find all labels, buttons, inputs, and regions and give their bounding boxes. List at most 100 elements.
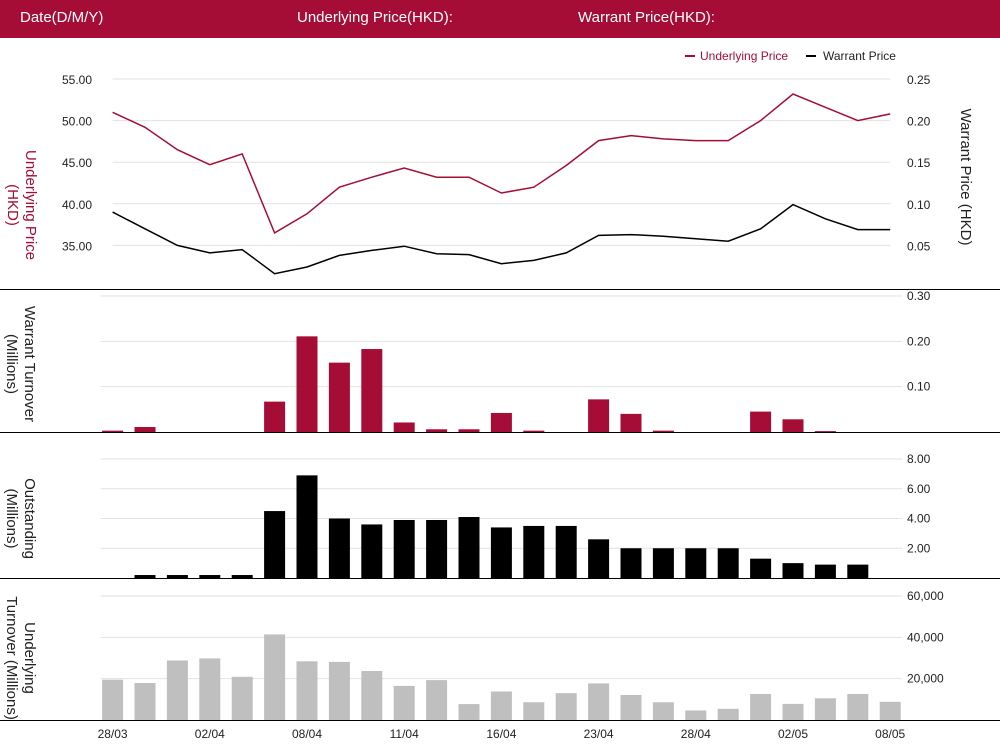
underlying-turnover-bar xyxy=(620,694,642,720)
legend-warrant-label: Warrant Price xyxy=(823,49,896,63)
warrant-turnover-bar xyxy=(458,429,480,432)
outstanding-bar xyxy=(328,518,350,578)
underlying-price-axis-title: Underlying Price(HKD) xyxy=(4,150,39,260)
underlying-turnover-bar xyxy=(814,698,836,720)
warrant-turnover-bar xyxy=(328,362,350,432)
warrant-price-label: Warrant Price(HKD): xyxy=(578,9,715,26)
y-left-tick-label: 55.00 xyxy=(62,73,92,87)
warrant-turnover-axis-title: Warrant Turnover(Millions) xyxy=(3,306,38,422)
x-tick-label: 28/04 xyxy=(681,727,711,741)
outstanding-bar xyxy=(490,527,512,578)
underlying-turnover-bar xyxy=(296,661,318,720)
x-tick-label: 02/05 xyxy=(778,727,808,741)
underlying-turnover-bar xyxy=(426,680,448,720)
outstanding-bar xyxy=(166,575,188,578)
outstanding-bar xyxy=(814,564,836,578)
warrant-turnover-bar xyxy=(102,430,124,432)
outstanding-bar xyxy=(685,548,707,578)
outstanding-bar xyxy=(523,525,545,578)
underlying-turnover-bar xyxy=(685,710,707,720)
underlying-turnover-bar xyxy=(264,634,286,720)
outstanding-bar xyxy=(620,548,642,578)
header-bar: Date(D/M/Y) Underlying Price(HKD): Warra… xyxy=(0,0,1000,38)
underlying-turnover-bar xyxy=(231,676,253,720)
y-left-tick-label: 45.00 xyxy=(62,156,92,170)
underlying-turnover-tick-label: 20,000 xyxy=(907,672,944,686)
underlying-turnover-bar xyxy=(328,661,350,720)
warrant-turnover-bar xyxy=(620,413,642,432)
x-tick-label: 08/05 xyxy=(875,727,905,741)
underlying-turnover-bar xyxy=(523,702,545,720)
warrant-turnover-bar xyxy=(523,430,545,432)
underlying-turnover-axis-title: UnderlyingTurnover (Millions) xyxy=(3,596,38,720)
warrant-turnover-bar xyxy=(264,401,286,432)
outstanding-tick-label: 8.00 xyxy=(907,452,931,466)
warrant-turnover-tick-label: 0.20 xyxy=(907,334,931,348)
x-tick-label: 02/04 xyxy=(195,727,225,741)
warrant-turnover-bar xyxy=(134,427,156,432)
y-left-tick-label: 40.00 xyxy=(62,198,92,212)
warrant-price-line xyxy=(112,203,891,275)
y-right-tick-label: 0.25 xyxy=(907,73,931,87)
outstanding-bar xyxy=(231,575,253,578)
underlying-turnover-bar xyxy=(134,683,156,720)
y-right-tick-label: 0.15 xyxy=(907,156,931,170)
x-tick-label: 11/04 xyxy=(390,727,419,741)
underlying-turnover-bar xyxy=(750,693,772,720)
outstanding-bar xyxy=(264,511,286,578)
date-label: Date(D/M/Y) xyxy=(20,9,104,26)
underlying-turnover-bar xyxy=(166,660,188,720)
outstanding-bar xyxy=(426,519,448,578)
y-right-tick-label: 0.10 xyxy=(907,198,931,212)
outstanding-tick-label: 6.00 xyxy=(907,482,931,496)
outstanding-bar xyxy=(588,539,610,578)
underlying-turnover-bar xyxy=(652,702,674,720)
x-tick-label: 28/03 xyxy=(98,727,128,741)
underlying-turnover-bar xyxy=(588,683,610,720)
warrant-turnover-bar xyxy=(652,430,674,432)
warrant-turnover-bar xyxy=(361,349,383,432)
warrant-turnover-tick-label: 0.10 xyxy=(907,380,931,394)
underlying-turnover-bar xyxy=(102,679,124,720)
outstanding-bar xyxy=(296,475,318,578)
outstanding-bar xyxy=(199,575,221,578)
warrant-turnover-bar xyxy=(426,429,448,432)
outstanding-bar xyxy=(458,517,480,578)
outstanding-bar xyxy=(393,519,415,578)
underlying-price-line xyxy=(112,93,891,234)
underlying-turnover-bar xyxy=(490,691,512,720)
outstanding-bar xyxy=(782,563,804,578)
y-left-tick-label: 50.00 xyxy=(62,115,92,129)
outstanding-tick-label: 2.00 xyxy=(907,541,931,555)
outstanding-bar xyxy=(717,548,739,578)
x-tick-label: 16/04 xyxy=(486,727,516,741)
warrant-turnover-bar xyxy=(393,422,415,432)
warrant-turnover-bar xyxy=(490,412,512,432)
warrant-price-axis-title: Warrant Price (HKD) xyxy=(957,109,974,246)
y-left-tick-label: 35.00 xyxy=(62,239,92,253)
warrant-turnover-bar xyxy=(296,336,318,432)
underlying-turnover-tick-label: 60,000 xyxy=(907,589,944,603)
underlying-turnover-bar xyxy=(717,708,739,720)
outstanding-axis-title: Outstanding(Millions) xyxy=(3,478,38,559)
underlying-turnover-bar xyxy=(393,685,415,720)
underlying-turnover-bar xyxy=(555,693,577,720)
outstanding-tick-label: 4.00 xyxy=(907,512,931,526)
warrant-turnover-bar xyxy=(750,411,772,432)
underlying-turnover-bar xyxy=(847,693,869,720)
outstanding-bar xyxy=(134,575,156,578)
warrant-turnover-bar xyxy=(814,431,836,432)
underlying-turnover-tick-label: 40,000 xyxy=(907,630,944,644)
outstanding-bar xyxy=(361,524,383,578)
underlying-price-label: Underlying Price(HKD): xyxy=(297,9,453,26)
warrant-turnover-bar xyxy=(588,399,610,432)
underlying-turnover-bar xyxy=(458,704,480,720)
warrant-chart: 55.00 50.00 45.00 40.00 35.00 0.25 0.20 0.15 0.1… xyxy=(0,49,1000,741)
underlying-turnover-bar xyxy=(199,658,221,720)
outstanding-bar xyxy=(847,564,869,578)
warrant-turnover-tick-label: 0.30 xyxy=(907,289,931,303)
legend-underlying-label: Underlying Price xyxy=(700,49,788,63)
outstanding-bar xyxy=(555,525,577,578)
outstanding-bar xyxy=(750,558,772,578)
warrant-turnover-bar xyxy=(782,419,804,432)
